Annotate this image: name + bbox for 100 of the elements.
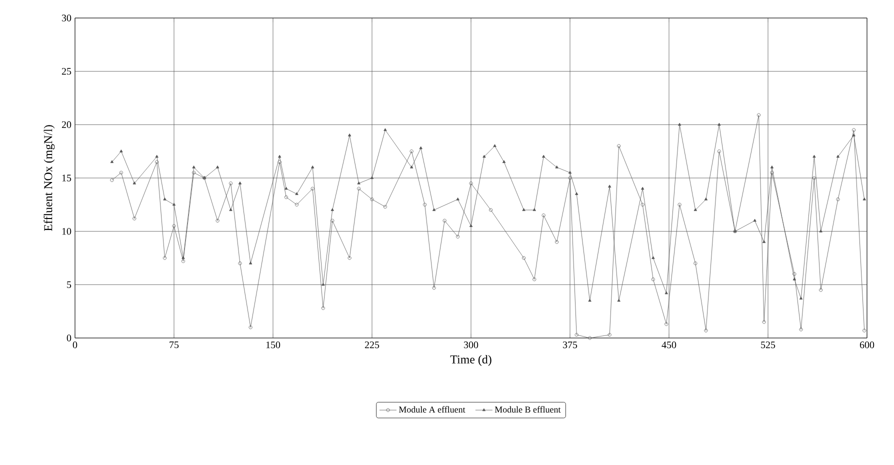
point	[762, 240, 766, 243]
point	[321, 306, 325, 310]
point	[120, 150, 123, 152]
point	[640, 202, 644, 206]
point	[608, 333, 612, 337]
point	[664, 291, 668, 294]
point	[163, 198, 166, 200]
point	[756, 113, 761, 117]
point	[357, 186, 361, 190]
point	[410, 150, 414, 154]
point	[294, 202, 299, 206]
point	[132, 182, 136, 184]
point	[442, 218, 446, 222]
point	[284, 186, 288, 190]
point	[155, 160, 159, 164]
x-tick-label: 0	[72, 342, 78, 348]
point	[172, 202, 176, 206]
point	[812, 176, 816, 180]
point	[575, 192, 578, 195]
point	[852, 134, 856, 136]
point	[568, 170, 572, 174]
point	[383, 205, 387, 209]
point	[348, 256, 352, 260]
point	[799, 328, 803, 332]
legend-label: Module A effluent	[398, 406, 466, 413]
point	[370, 198, 374, 202]
point	[432, 208, 436, 211]
x-axis-title: Time (d)	[450, 355, 492, 366]
point	[192, 166, 196, 168]
point	[651, 278, 655, 282]
point	[762, 320, 766, 324]
point	[836, 198, 840, 202]
point	[456, 234, 460, 238]
point	[284, 195, 288, 199]
point	[694, 208, 697, 211]
point	[852, 128, 856, 132]
point	[469, 182, 473, 186]
x-tick-label: 75	[170, 342, 179, 348]
point	[310, 186, 314, 190]
point	[278, 154, 282, 158]
point	[678, 122, 682, 126]
point	[799, 296, 803, 300]
x-tick-label: 225	[364, 342, 380, 348]
point	[812, 154, 816, 158]
point	[792, 278, 796, 280]
point	[370, 176, 374, 179]
point	[493, 144, 496, 147]
point	[678, 202, 682, 206]
y-tick-label: 10	[62, 228, 72, 235]
point	[502, 160, 506, 163]
point	[718, 122, 721, 126]
point	[238, 262, 242, 266]
point	[792, 272, 796, 276]
point	[770, 170, 774, 174]
x-tick-label: 525	[761, 342, 776, 348]
x-tick-label: 150	[266, 342, 280, 348]
point	[652, 256, 655, 259]
point	[192, 170, 196, 174]
point	[419, 146, 422, 150]
point	[608, 184, 612, 188]
point	[432, 286, 436, 290]
point	[862, 198, 866, 200]
y-axis-title: Effluent NOx (mgN/l)	[44, 125, 55, 231]
point	[694, 262, 698, 266]
point	[717, 150, 721, 154]
point	[770, 166, 774, 168]
point	[482, 154, 486, 158]
point	[423, 202, 427, 206]
point	[704, 328, 708, 332]
point	[819, 230, 822, 232]
y-tick-label: 20	[62, 121, 72, 128]
point	[357, 182, 360, 184]
y-tick-label: 30	[62, 14, 72, 22]
point	[568, 176, 572, 180]
point	[248, 262, 252, 264]
x-tick-label: 600	[860, 342, 874, 348]
x-tick-label: 450	[662, 342, 676, 348]
point	[542, 214, 546, 218]
point	[384, 128, 387, 131]
point	[532, 208, 536, 211]
x-tick-label: 300	[464, 342, 478, 348]
point	[295, 192, 298, 195]
legend-label: Module B effluent	[494, 406, 561, 413]
point	[532, 278, 536, 282]
point	[330, 208, 334, 211]
point	[588, 298, 592, 302]
point	[469, 224, 473, 227]
point	[555, 240, 559, 244]
point	[119, 170, 123, 174]
point	[228, 182, 233, 186]
point	[216, 218, 220, 222]
point	[617, 144, 621, 148]
point	[588, 336, 592, 340]
point	[216, 166, 220, 168]
point	[542, 154, 546, 158]
point	[248, 326, 252, 330]
point	[574, 333, 578, 337]
y-tick-label: 15	[62, 174, 72, 182]
point	[172, 224, 176, 228]
point	[555, 166, 558, 168]
